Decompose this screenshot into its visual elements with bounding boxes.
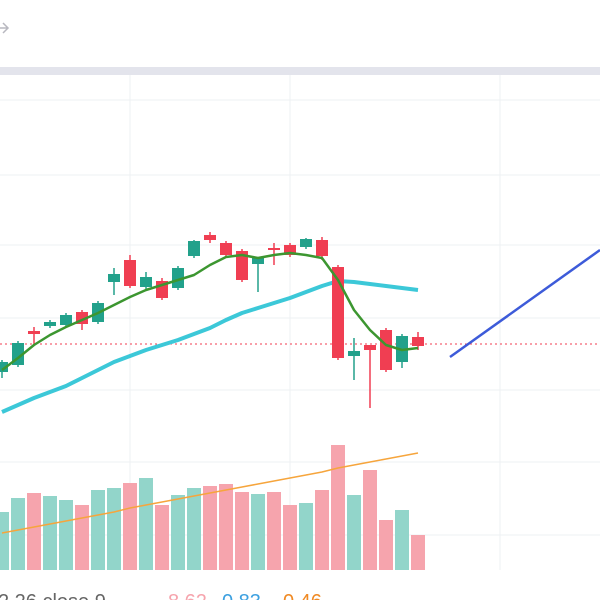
legend-ma: 0.46: [283, 591, 322, 600]
candle-body: [204, 235, 216, 240]
volume-bar: [91, 490, 105, 570]
candle-body: [348, 351, 360, 356]
candle-body: [140, 277, 152, 287]
plot: [0, 99, 600, 570]
volume-bar: [75, 505, 89, 570]
candle-body: [60, 315, 72, 325]
volume-bar: [11, 498, 25, 570]
arrow-icon[interactable]: [0, 22, 10, 34]
candle-body: [28, 331, 40, 334]
candle-body: [316, 240, 328, 256]
volume-bar: [251, 494, 265, 570]
candle-body: [268, 248, 280, 250]
volume-bar: [363, 470, 377, 570]
ma-line: [1, 251, 419, 371]
volume-bar: [283, 505, 297, 570]
candle-body: [284, 245, 296, 255]
volume-bar: [203, 486, 217, 570]
volume-ma-line: [1, 452, 419, 534]
legend-ohlc: 2.26 close 9: [0, 591, 106, 600]
toolbar-divider: [0, 67, 600, 75]
volume-bar: [235, 492, 249, 570]
candle-body: [220, 243, 232, 255]
volume-bar: [0, 512, 9, 570]
volume-bar: [139, 478, 153, 570]
ma-line: [1, 279, 419, 414]
volume-bar: [27, 493, 41, 570]
volume-bar: [331, 445, 345, 570]
volume-bar: [395, 510, 409, 570]
volume-bar: [219, 484, 233, 570]
volume-bar: [43, 496, 57, 570]
volume-bar: [155, 505, 169, 570]
legend-ma: 8.62: [168, 591, 207, 600]
candle-body: [380, 330, 392, 370]
volume-bar: [379, 520, 393, 570]
volume-bar: [411, 535, 425, 570]
trend-line[interactable]: [449, 248, 600, 359]
candle-body: [236, 251, 248, 280]
candle-body: [412, 337, 424, 346]
candle-body: [172, 268, 184, 288]
candle-body: [300, 239, 312, 247]
volume-bar: [267, 492, 281, 570]
candle-body: [44, 322, 56, 326]
volume-bar: [315, 490, 329, 570]
volume-bar: [123, 483, 137, 570]
candle-body: [332, 267, 344, 358]
candle-body: [188, 241, 200, 256]
volume-bar: [171, 495, 185, 570]
volume-bar: [299, 503, 313, 570]
volume-bar: [107, 488, 121, 570]
volume-bar: [347, 495, 361, 570]
volume-bar: [59, 500, 73, 570]
candle-body: [124, 260, 136, 286]
legend-ma: 0.83: [222, 591, 261, 600]
volume-bar: [187, 488, 201, 570]
candle-body: [364, 345, 376, 350]
legend: 2.26 close 9 8.62 0.83 0.46: [0, 591, 322, 600]
candle-body: [252, 258, 264, 264]
candle-body: [108, 274, 120, 282]
